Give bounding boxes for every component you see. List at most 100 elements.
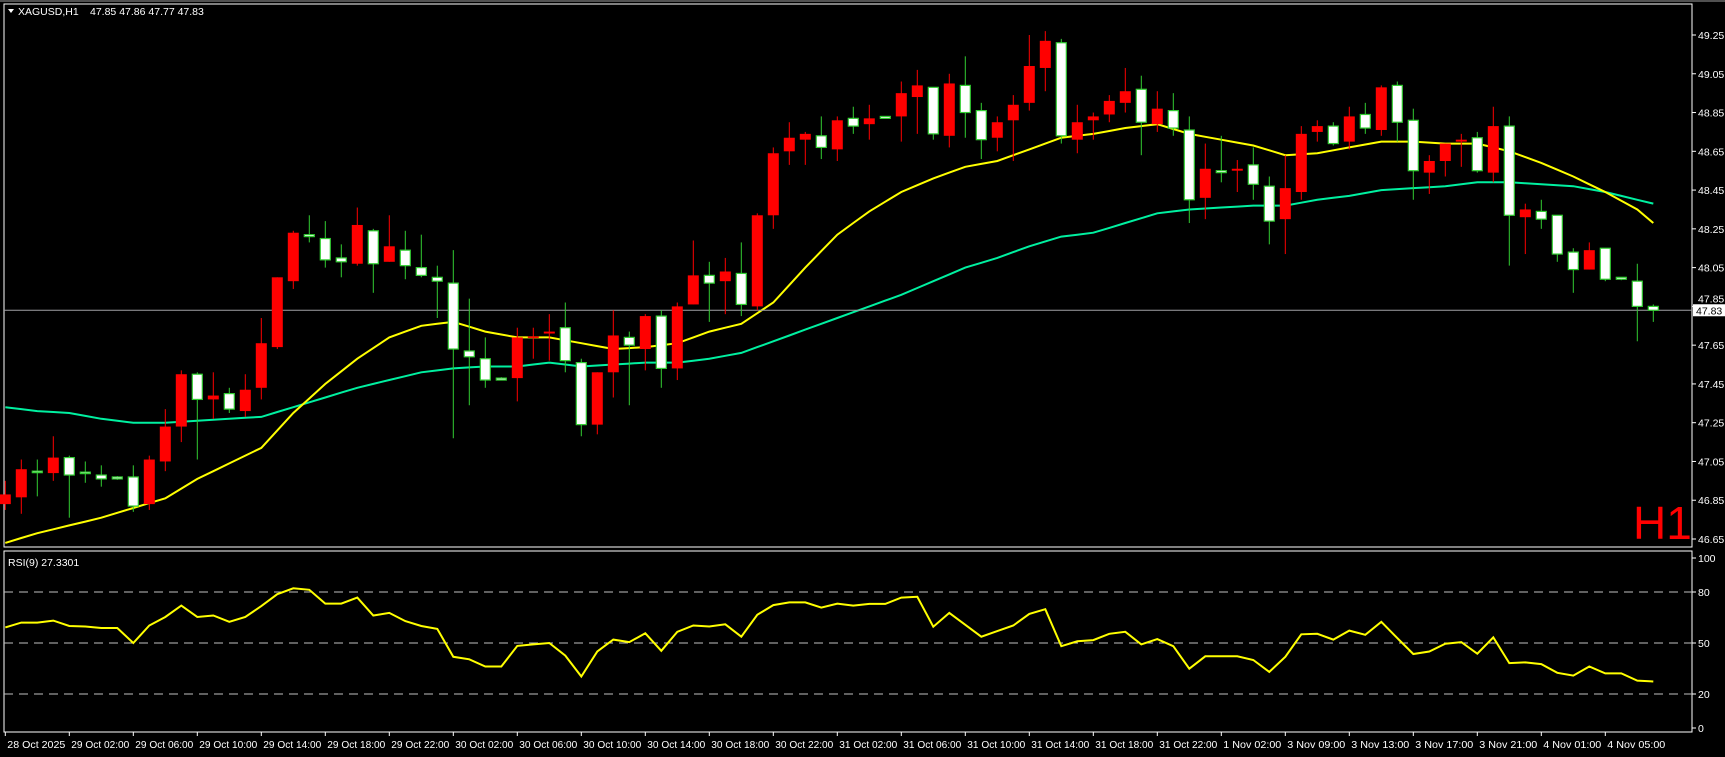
candle-bullish [767, 147, 779, 229]
candle-body [1007, 104, 1019, 121]
time-tick-label: 31 Oct 02:00 [839, 739, 897, 751]
candle-body [751, 215, 763, 307]
candle-body [735, 272, 747, 306]
candle-body [1407, 119, 1419, 172]
candle-body [575, 362, 587, 426]
candle-bullish [239, 374, 251, 417]
time-tick-label: 4 Nov 01:00 [1543, 739, 1601, 751]
candle-body [1343, 116, 1355, 142]
candle-bearish [815, 116, 827, 160]
candle-bearish [31, 459, 43, 497]
candle-body [1071, 122, 1083, 140]
candle-bearish [1471, 131, 1483, 173]
time-tick-label: 1 Nov 02:00 [1223, 739, 1281, 751]
price-panel[interactable]: 49.25 49.05 48.85 48.65 48.45 48.25 48.05 47.85… [0, 3, 1725, 548]
price-tick-label: 49.25 [1698, 30, 1724, 42]
candle-body [383, 246, 395, 262]
candle-bullish [1519, 203, 1531, 255]
candle-bearish [655, 310, 667, 388]
candle-body [1279, 188, 1291, 220]
candle-bearish [335, 244, 347, 278]
candle-body [1359, 113, 1371, 129]
candle-body [943, 83, 955, 136]
candle-body [1647, 305, 1659, 311]
candle-body [1487, 126, 1499, 173]
rsi-panel-frame [3, 550, 1693, 733]
candle-body [623, 336, 635, 346]
candle-bearish [495, 377, 507, 381]
candle-bearish [559, 302, 571, 373]
candle-body [287, 232, 299, 282]
candle-body [879, 115, 891, 119]
candle-bullish [351, 207, 363, 266]
candle-bearish [1567, 248, 1579, 293]
candle-bearish [623, 331, 635, 406]
candle-bearish [975, 102, 987, 160]
price-tick-label: 46.85 [1698, 495, 1724, 507]
rsi-line [5, 587, 1654, 683]
candle-bullish [1103, 95, 1115, 123]
time-tick-label: 3 Nov 17:00 [1415, 739, 1473, 751]
candle-bearish [1327, 122, 1339, 146]
candle-body [719, 271, 731, 282]
candle-bearish [1215, 135, 1227, 183]
candle-body [703, 274, 715, 284]
candle-bearish [847, 106, 859, 134]
candle-body [1055, 42, 1067, 137]
time-tick-label: 31 Oct 14:00 [1031, 739, 1089, 751]
candle-body [1567, 251, 1579, 271]
time-tick-label: 31 Oct 22:00 [1159, 739, 1217, 751]
candle-body [991, 122, 1003, 138]
time-tick-label: 29 Oct 06:00 [135, 739, 193, 751]
candle-bearish [1599, 247, 1611, 282]
price-tick-label: 47.05 [1698, 456, 1724, 468]
candle-bullish [527, 327, 539, 359]
time-tick-label: 3 Nov 09:00 [1287, 739, 1345, 751]
candle-body [1311, 126, 1323, 132]
price-tick-label: 48.25 [1698, 224, 1724, 236]
candle-bullish [687, 240, 699, 305]
candle-body [399, 249, 411, 267]
price-tick-label: 47.25 [1698, 418, 1724, 430]
candle-bearish [367, 228, 379, 293]
time-tick-label: 30 Oct 22:00 [775, 739, 833, 751]
candle-body [863, 118, 875, 125]
candle-body [271, 277, 283, 348]
candle-bearish [735, 242, 747, 317]
candle-body [655, 315, 667, 370]
candle-bullish [1087, 112, 1099, 140]
timeframe-watermark: H1 [1633, 497, 1692, 549]
candle-body [95, 474, 107, 480]
candle-body [1631, 280, 1643, 307]
rsi-panel[interactable]: 100 80 50 20 0 [3, 550, 1716, 735]
candle-body [111, 476, 123, 480]
candle-bearish [575, 358, 587, 437]
candle-bearish [1535, 199, 1547, 229]
ohlc-readout: 47.85 47.86 47.77 47.83 [90, 6, 204, 18]
candle-body [447, 282, 459, 350]
candle-bullish [1455, 133, 1467, 167]
rsi-tick-label: 100 [1698, 553, 1716, 565]
candle-bearish [703, 261, 715, 322]
candle-bullish [1583, 242, 1595, 270]
candle-bullish [1199, 143, 1211, 220]
candle-bearish [1647, 304, 1659, 322]
moving-average-fast-line [5, 123, 1654, 544]
chart-header[interactable]: XAGUSD,H1 47.85 47.86 47.77 47.83 [8, 6, 204, 18]
candle-body [783, 137, 795, 152]
candle-body [1503, 125, 1515, 216]
candle-bullish [895, 81, 907, 142]
candle-body [239, 389, 251, 412]
time-tick-label: 3 Nov 13:00 [1351, 739, 1409, 751]
triangle-down-icon[interactable] [8, 9, 14, 13]
candle-bullish [719, 257, 731, 315]
candle-bearish [95, 465, 107, 487]
time-tick-label: 4 Nov 05:00 [1607, 739, 1665, 751]
candle-bearish [1167, 93, 1179, 136]
candle-bullish [671, 302, 683, 381]
candle-body [303, 234, 315, 238]
moving-average-slow-line [5, 181, 1654, 424]
candle-bearish [63, 455, 75, 518]
candle-body [1551, 214, 1563, 255]
